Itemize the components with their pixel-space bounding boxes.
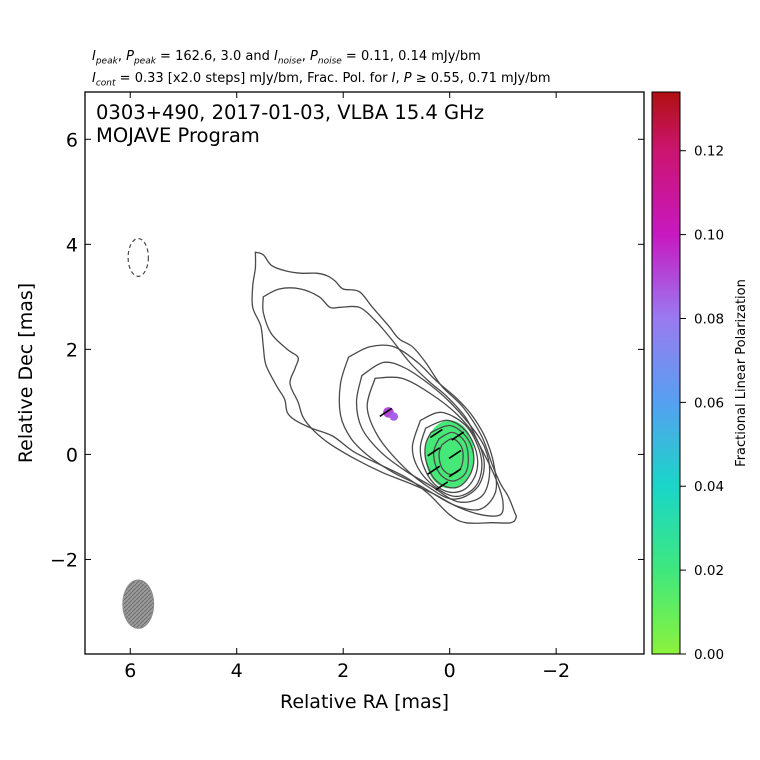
pol-region-2 bbox=[389, 412, 399, 421]
colorbar-frame bbox=[651, 91, 681, 655]
evpa-tick-1 bbox=[451, 431, 465, 441]
evpa-tick-0 bbox=[429, 428, 443, 439]
evpa-tick-4 bbox=[427, 465, 441, 475]
y-axis-label: Relative Dec [mas] bbox=[15, 283, 37, 463]
evpa-tick-7 bbox=[379, 407, 393, 418]
x-tick-label: 6 bbox=[124, 660, 136, 682]
axis-ticks: 6 4 2 0 −2 6 4 2 0 −2 bbox=[50, 92, 644, 682]
contour-level-8 bbox=[355, 361, 491, 503]
beam-ellipse bbox=[122, 579, 155, 629]
y-tick-label: 4 bbox=[66, 234, 78, 256]
evpa-tick-2 bbox=[427, 447, 441, 457]
x-tick-label: −2 bbox=[542, 660, 570, 682]
contour-level-4 bbox=[338, 344, 498, 511]
evpa-tick-6 bbox=[435, 481, 449, 491]
plot-frame bbox=[84, 91, 645, 655]
colorbar-tick-label: 0.04 bbox=[694, 479, 724, 495]
colorbar bbox=[652, 92, 680, 654]
contour-level-32 bbox=[411, 411, 483, 498]
contour-layer bbox=[127, 237, 518, 524]
evpa-layer bbox=[379, 407, 465, 491]
evpa-tick-5 bbox=[448, 468, 462, 478]
negative-contour bbox=[127, 237, 149, 277]
contour-level-2 bbox=[262, 287, 504, 517]
contour-level-1 bbox=[251, 251, 518, 524]
y-tick-label: 2 bbox=[66, 339, 78, 361]
colorbar-label: Fractional Linear Polarization bbox=[734, 279, 749, 467]
header-line-2: Icont = 0.33 [x2.0 steps] mJy/bm, Frac. … bbox=[92, 71, 551, 89]
x-tick-label: 4 bbox=[231, 660, 243, 682]
y-tick-label: 0 bbox=[66, 444, 78, 466]
colorbar-ticks: 0.00 0.02 0.04 0.06 0.08 0.10 0.12 bbox=[680, 144, 724, 663]
header-line-1: Ipeak, Ppeak = 162.6, 3.0 and Inoise, Pn… bbox=[92, 49, 481, 67]
y-tick-label: 6 bbox=[66, 129, 78, 151]
contour-level-128 bbox=[424, 424, 475, 489]
colorbar-tick-label: 0.10 bbox=[694, 228, 724, 244]
x-axis-label: Relative RA [mas] bbox=[280, 691, 449, 713]
x-tick-label: 2 bbox=[337, 660, 349, 682]
colorbar-tick-label: 0.02 bbox=[694, 563, 724, 579]
x-tick-label: 0 bbox=[444, 660, 456, 682]
colorbar-tick-label: 0.06 bbox=[694, 395, 724, 411]
contour-level-64 bbox=[419, 419, 479, 494]
beam-layer bbox=[122, 579, 155, 629]
chart-title-line-1: 0303+490, 2017-01-03, VLBA 15.4 GHz bbox=[96, 101, 484, 124]
chart-title-line-2: MOJAVE Program bbox=[96, 124, 260, 147]
colorbar-tick-label: 0.12 bbox=[694, 144, 724, 160]
evpa-tick-3 bbox=[448, 449, 462, 460]
colorbar-tick-label: 0.00 bbox=[694, 647, 724, 663]
pol-region-0 bbox=[425, 420, 475, 489]
colorbar-tick-label: 0.08 bbox=[694, 311, 724, 327]
contour-level-16 bbox=[366, 376, 485, 500]
y-tick-label: −2 bbox=[50, 549, 78, 571]
